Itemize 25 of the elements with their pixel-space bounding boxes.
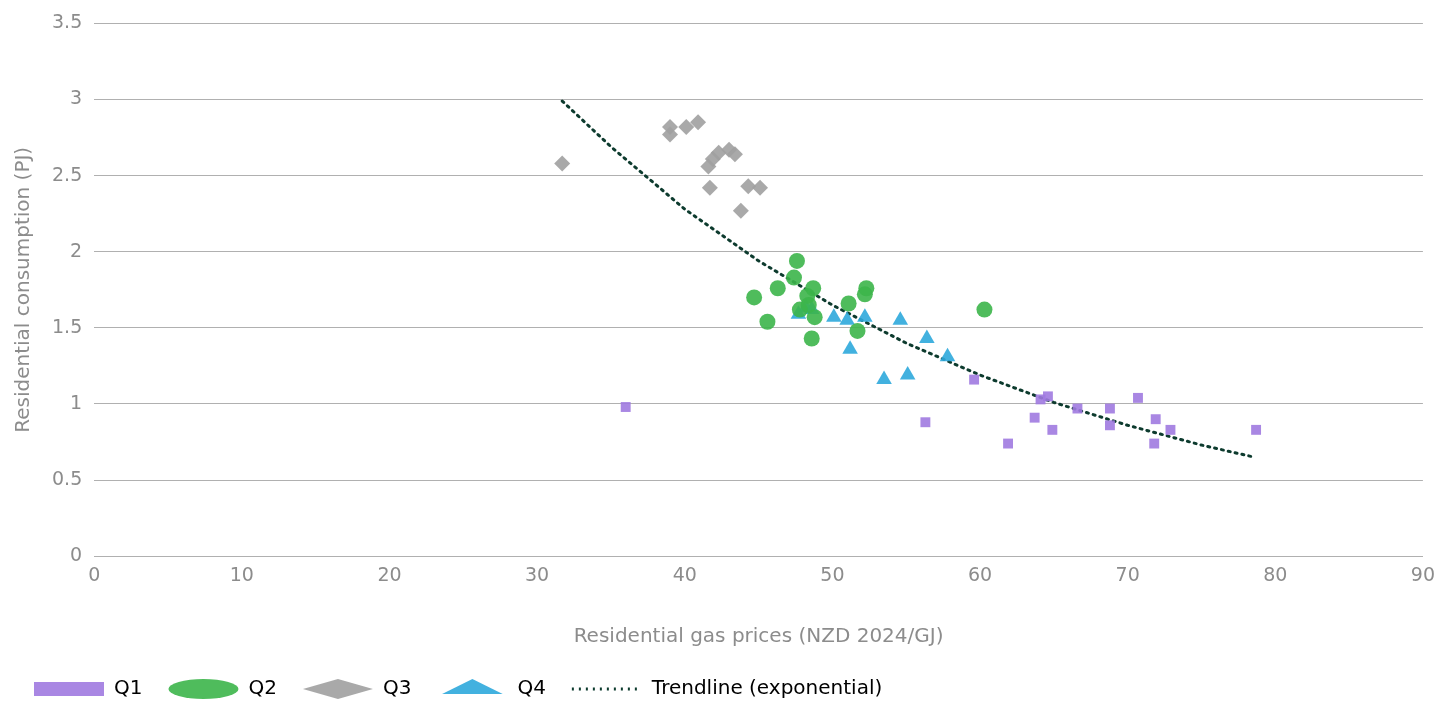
y-tick-label: 1.5 (52, 314, 83, 337)
y-tick-label: 2 (70, 238, 83, 261)
legend-label: Trendline (exponential) (650, 675, 883, 700)
x-tick-label: 90 (1410, 562, 1436, 585)
legend-label: Q4 (517, 675, 546, 700)
x-tick-label: 50 (820, 562, 845, 585)
y-tick-label: 0 (70, 543, 83, 566)
legend-label: Q2 (248, 675, 277, 700)
x-tick-label: 70 (1115, 562, 1140, 585)
y-tick-label: 0.5 (52, 467, 83, 490)
x-tick-label: 30 (525, 562, 550, 585)
y-tick-label: 3 (70, 86, 83, 109)
x-tick-label: 60 (967, 562, 993, 585)
y-axis-title: Residential consumption (PJ) (10, 146, 35, 433)
y-tick-label: 2.5 (52, 162, 83, 185)
legend-label: Q1 (114, 675, 143, 700)
x-tick-label: 40 (672, 562, 697, 585)
y-tick-label: 3.5 (52, 10, 83, 33)
x-tick-label: 0 (88, 562, 101, 585)
y-tick-label: 1 (70, 390, 83, 413)
x-tick-label: 20 (377, 562, 402, 585)
x-tick-label: 10 (229, 562, 254, 585)
x-axis-title: Residential gas prices (NZD 2024/GJ) (573, 623, 944, 648)
legend-label: Q3 (382, 675, 412, 700)
x-tick-label: 80 (1263, 562, 1288, 585)
